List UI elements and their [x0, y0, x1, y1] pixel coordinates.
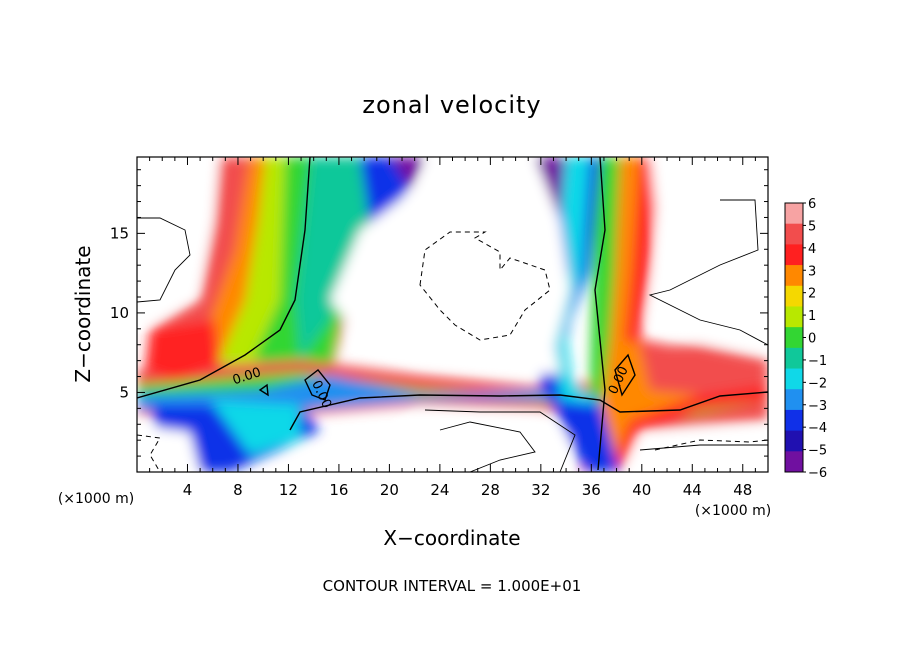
zero-contour-left — [137, 157, 311, 399]
field-lower-left-teal — [210, 400, 300, 455]
velocity-field — [137, 157, 768, 472]
x-tick-label: 24 — [430, 481, 449, 499]
y-tick-label: 15 — [110, 224, 129, 242]
colorbar-label: −6 — [808, 466, 827, 481]
dashed-contour-center — [419, 231, 551, 341]
colorbar-swatch — [785, 244, 803, 266]
colorbar: 6 5 4 3 2 1 0 −1 −2 −3 −4 −5 −6 — [784, 197, 827, 481]
zero-contour-right — [594, 157, 606, 471]
y-tick-label: 5 — [119, 383, 129, 401]
thin-contour-lower-center — [424, 409, 576, 472]
colorbar-label: 2 — [808, 287, 816, 302]
chart-title: zonal velocity — [362, 91, 541, 119]
x-axis-label: X−coordinate — [383, 526, 520, 550]
x-tick-label: 48 — [733, 481, 752, 499]
colorbar-label: 3 — [808, 264, 816, 279]
x-tick-label: 40 — [632, 481, 651, 499]
dashed-contours — [137, 231, 768, 472]
x-tick-label: 44 — [683, 481, 702, 499]
colorbar-swatch — [785, 409, 803, 432]
field-center-column-teal — [555, 157, 600, 405]
plot-area: 0.00 0.00 0.00 — [137, 157, 768, 472]
y-axis-label: Z−coordinate — [71, 245, 95, 382]
y-axis-ticks: 5 10 15 — [110, 169, 768, 457]
colorbar-label: 4 — [808, 242, 816, 257]
field-right-lower-red — [640, 345, 768, 395]
colorbar-label: 1 — [808, 309, 816, 324]
field-white-right — [650, 157, 768, 350]
colorbar-label: 0 — [808, 332, 816, 347]
x-tick-label: 12 — [279, 481, 298, 499]
x-tick-label: 28 — [481, 481, 500, 499]
x-tick-label: 32 — [531, 481, 550, 499]
x-tick-label: 20 — [380, 481, 399, 499]
x-tick-label: 8 — [233, 481, 243, 499]
colorbar-label: −2 — [808, 376, 827, 391]
field-right-plume-orange — [592, 157, 740, 472]
y-tick-label: 10 — [110, 304, 129, 322]
colorbar-swatch — [785, 223, 803, 245]
field-lower-band-blue — [137, 375, 600, 410]
field-left-plume-purple — [390, 157, 425, 190]
field-white-upper-left — [137, 157, 218, 320]
dashed-contour-lower-left — [137, 434, 161, 472]
x-axis-ticks: 4 8 12 16 20 24 28 32 36 40 44 48 — [149, 157, 756, 499]
colorbar-label: 5 — [808, 219, 816, 234]
x-tick-label: 16 — [329, 481, 348, 499]
field-left-red-blob — [145, 320, 220, 380]
field-white-center — [330, 157, 570, 375]
thin-contour-right — [648, 199, 768, 346]
colorbar-swatch — [785, 347, 803, 370]
x-tick-label: 4 — [183, 481, 193, 499]
zero-contour-loop-right — [614, 353, 636, 397]
zero-contour-band — [289, 391, 768, 431]
x-tick-label: 36 — [582, 481, 601, 499]
field-right-plume-green — [590, 157, 620, 472]
zero-contour-loop-left — [304, 369, 331, 401]
colorbar-swatch — [785, 389, 803, 411]
contour-interval-footer: CONTOUR INTERVAL = 1.000E+01 — [323, 577, 582, 595]
field-white-lower-right — [630, 430, 768, 472]
colorbar-label: −4 — [808, 421, 827, 436]
colorbar-swatch — [785, 451, 803, 473]
colorbar-swatch — [785, 306, 803, 328]
x-unit-left: (×1000 m) — [58, 491, 134, 507]
colorbar-swatch — [785, 430, 803, 452]
colorbar-swatch — [785, 203, 803, 225]
thin-contour-lower-center-2 — [439, 421, 536, 472]
colorbar-swatch — [785, 368, 803, 390]
colorbar-label: 6 — [808, 197, 816, 212]
colorbar-swatch — [785, 285, 803, 307]
colorbar-label: −1 — [808, 354, 827, 369]
zero-contour-small-loop — [258, 383, 269, 397]
thin-contours — [137, 199, 768, 472]
thin-contour-upper-left — [137, 217, 191, 303]
field-white-lower-center — [400, 410, 570, 472]
colorbar-label: −3 — [808, 399, 827, 414]
colorbar-swatch — [785, 327, 803, 349]
x-unit-right: (×1000 m) — [695, 503, 771, 519]
colorbar-swatch — [785, 265, 803, 287]
contour-lines — [137, 157, 768, 471]
thin-contour-lower-right — [639, 444, 768, 451]
colorbar-label: −5 — [808, 444, 827, 459]
